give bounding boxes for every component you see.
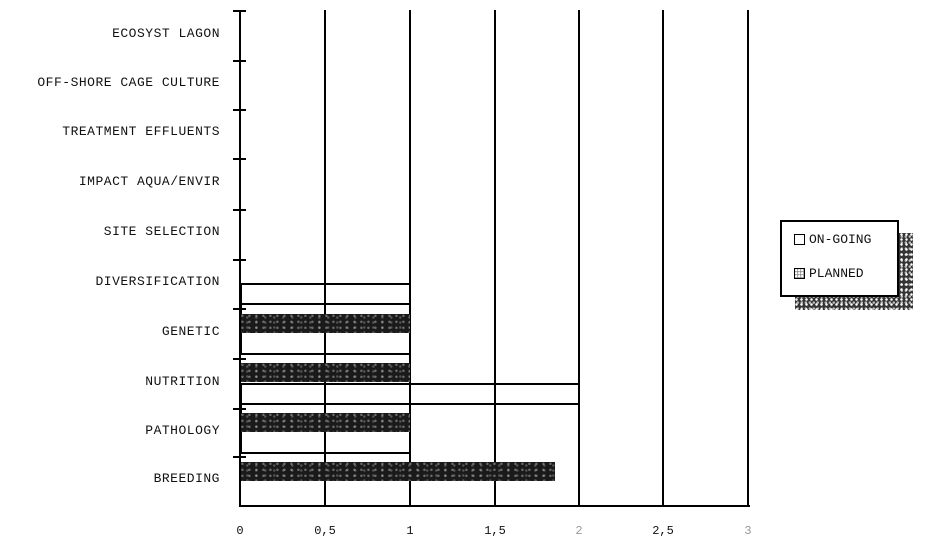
x-tick-label: 0,5 <box>314 524 336 538</box>
gridline <box>578 10 580 507</box>
category-label: NUTRITION <box>145 374 220 389</box>
bar-planned-nutrition <box>241 363 410 382</box>
shaded-square-icon <box>794 268 805 279</box>
legend-item-planned: PLANNED <box>794 266 864 281</box>
bar-planned-genetic <box>241 314 410 333</box>
gridline <box>494 10 496 507</box>
gridline <box>747 10 749 507</box>
y-tick <box>233 109 246 111</box>
gridline <box>662 10 664 507</box>
x-tick-label: 2,5 <box>652 524 674 538</box>
category-label: PATHOLOGY <box>145 423 220 438</box>
x-tick-label: 1,5 <box>484 524 506 538</box>
y-tick <box>233 259 246 261</box>
legend: ON-GOING PLANNED <box>780 220 899 297</box>
y-tick <box>233 358 246 360</box>
y-tick <box>233 308 246 310</box>
category-label: GENETIC <box>161 324 220 339</box>
y-tick <box>233 408 246 410</box>
y-tick <box>233 10 246 12</box>
category-label: IMPACT AQUA/ENVIR <box>78 174 220 189</box>
x-axis <box>239 505 750 507</box>
category-label: SITE SELECTION <box>103 224 220 239</box>
bar-planned-pathology <box>241 413 410 432</box>
gridline <box>409 10 411 507</box>
legend-label: PLANNED <box>809 266 864 281</box>
y-tick <box>233 209 246 211</box>
x-tick-label: 1 <box>406 524 414 538</box>
category-label: ECOSYST LAGON <box>112 26 220 41</box>
category-label: TREATMENT EFFLUENTS <box>62 124 220 139</box>
legend-label: ON-GOING <box>809 232 872 247</box>
x-tick-label: 3 <box>744 524 752 538</box>
y-axis <box>239 10 241 507</box>
bar-ongoing-nutrition <box>240 383 580 405</box>
x-tick-label: 0 <box>236 524 244 538</box>
gridline <box>324 10 326 507</box>
y-tick <box>233 60 246 62</box>
category-label: DIVERSIFICATION <box>95 274 220 289</box>
bar-ongoing-diversification <box>240 283 411 305</box>
bar-planned-breeding <box>241 462 555 481</box>
empty-square-icon <box>794 234 805 245</box>
legend-item-ongoing: ON-GOING <box>794 232 871 247</box>
category-label: OFF-SHORE CAGE CULTURE <box>37 75 220 90</box>
y-tick <box>233 456 246 458</box>
x-tick-label: 2 <box>575 524 583 538</box>
y-tick <box>233 158 246 160</box>
category-label: BREEDING <box>153 471 220 486</box>
